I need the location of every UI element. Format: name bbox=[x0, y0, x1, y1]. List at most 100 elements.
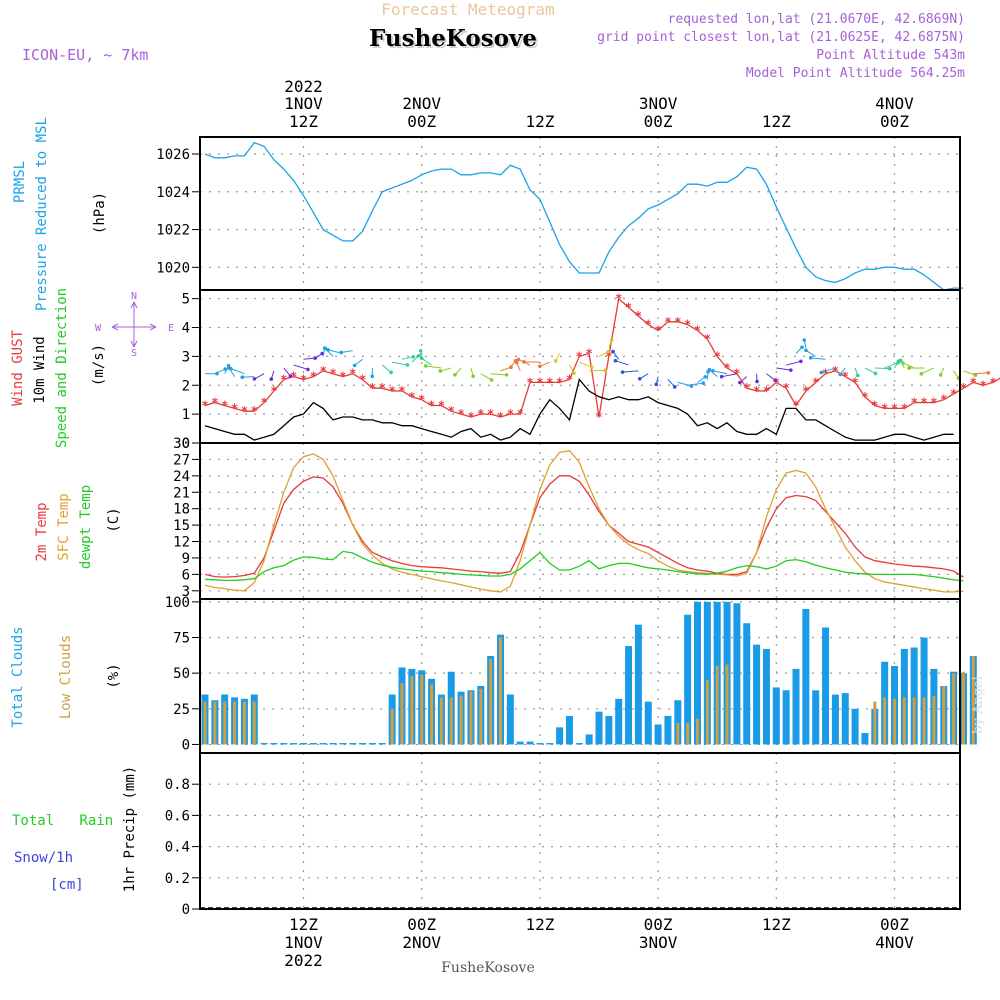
wind-arrow bbox=[719, 373, 737, 379]
top-hour-label: 12Z bbox=[289, 112, 318, 131]
y-tick-label: 5 bbox=[182, 292, 190, 308]
gust-marker: * bbox=[950, 387, 957, 401]
total-cloud-bar bbox=[280, 743, 288, 745]
gust-marker: * bbox=[615, 292, 622, 306]
wind-arrow-shaft bbox=[579, 361, 592, 368]
wind-arrow bbox=[269, 370, 275, 381]
low-cloud-bar bbox=[223, 701, 227, 745]
compass-w: W bbox=[95, 323, 102, 334]
low-cloud-bar bbox=[705, 680, 709, 745]
wind-arrow-head bbox=[269, 377, 274, 381]
wind-arrow bbox=[667, 379, 677, 389]
wind-arrow-head bbox=[973, 373, 978, 377]
wind-arrow bbox=[240, 375, 255, 380]
wind-arrow-head bbox=[411, 355, 416, 359]
low-cloud-bar bbox=[449, 697, 453, 745]
temp-panel-labels: 2m Temp SFC Temp dewpt Temp (C) bbox=[34, 485, 122, 569]
wind-arrow-head bbox=[323, 346, 328, 351]
bottom-year-label: 2022 bbox=[284, 951, 323, 970]
low-cloud-bar bbox=[242, 701, 246, 745]
wind-arrow-head bbox=[907, 366, 911, 370]
gust-marker: * bbox=[517, 407, 524, 421]
wind-arrow-head bbox=[838, 372, 842, 377]
wind-arrow-shaft bbox=[490, 373, 507, 376]
y-tick-label: 1022 bbox=[156, 223, 190, 239]
gust-marker: * bbox=[842, 370, 849, 384]
total-cloud-bar bbox=[546, 743, 554, 745]
wind-arrow-head bbox=[802, 338, 807, 342]
low-cloud-bar bbox=[942, 685, 946, 745]
gust-marker: * bbox=[625, 300, 632, 314]
wind-arrow bbox=[697, 375, 708, 383]
low-clouds-label: Low Clouds bbox=[58, 635, 74, 719]
y-tick-label: 75 bbox=[173, 631, 190, 647]
total-cloud-bar bbox=[743, 623, 751, 745]
wind-arrow-head bbox=[799, 359, 803, 364]
wind-arrow-head bbox=[701, 381, 706, 385]
y-tick-label: 6 bbox=[182, 567, 190, 583]
low-cloud-bar bbox=[725, 664, 729, 745]
gust-marker: * bbox=[310, 370, 317, 384]
gust-marker: * bbox=[339, 370, 346, 384]
wind-arrow-shaft bbox=[254, 373, 265, 380]
wind-arrow-head bbox=[804, 348, 808, 353]
wind-arrow bbox=[907, 366, 925, 370]
wind-arrow-head bbox=[654, 382, 659, 387]
wind-arrow-shaft bbox=[712, 370, 728, 375]
wind-arrow bbox=[579, 361, 594, 370]
gust-marker: * bbox=[664, 315, 671, 329]
wind-arrow-shaft bbox=[687, 382, 704, 386]
low-cloud-bar bbox=[203, 701, 207, 745]
wind-arrow-shaft bbox=[776, 367, 791, 371]
total-cloud-bar bbox=[260, 743, 268, 745]
gust-marker: * bbox=[940, 393, 947, 407]
low-cloud-bar bbox=[715, 666, 719, 745]
total-cloud-bar bbox=[368, 743, 376, 745]
wind-arrow-head bbox=[423, 364, 428, 368]
low-cloud-bar bbox=[883, 697, 887, 745]
wind-arrow-shaft bbox=[786, 360, 802, 366]
wind-arrow-head bbox=[789, 368, 793, 372]
wind-arrow-head bbox=[620, 370, 625, 374]
wind-arrow-shaft bbox=[401, 356, 414, 360]
low-cloud-bar bbox=[439, 697, 443, 745]
wind-arrow bbox=[919, 367, 935, 376]
gust-marker: * bbox=[832, 364, 839, 378]
low-cloud-bar bbox=[696, 718, 699, 745]
gust-marker: * bbox=[398, 384, 405, 398]
total-cloud-bar bbox=[792, 668, 800, 745]
compass-arrowheads bbox=[111, 301, 157, 348]
wind-arrow bbox=[480, 373, 494, 382]
wind-arrow bbox=[973, 370, 991, 375]
wind-arrow-head bbox=[819, 370, 824, 375]
low-cloud-bar bbox=[410, 676, 414, 745]
wind-arrow-shaft bbox=[821, 367, 836, 373]
total-cloud-bar bbox=[694, 601, 701, 745]
total-cloud-bar bbox=[506, 694, 514, 745]
point-altitude: Point Altitude 543m bbox=[816, 48, 965, 63]
wind-arrow-head bbox=[637, 377, 642, 381]
wind-arrow-head bbox=[417, 353, 421, 358]
wind-arrow bbox=[538, 361, 550, 369]
wind-arrow bbox=[490, 373, 509, 377]
low-cloud-bar bbox=[479, 688, 483, 745]
wind-arrow bbox=[411, 353, 421, 363]
gust-marker: * bbox=[329, 367, 336, 381]
gust-marker: * bbox=[536, 375, 543, 389]
wind-arrow-head bbox=[471, 374, 475, 379]
gust-marker: * bbox=[270, 384, 277, 398]
series-line-10m-wind bbox=[204, 378, 954, 441]
low-cloud-bar bbox=[932, 695, 936, 745]
gust-marker: * bbox=[389, 384, 396, 398]
wind-arrow-head bbox=[339, 350, 343, 355]
gust-marker: * bbox=[507, 407, 514, 421]
wind-arrow-head bbox=[611, 349, 615, 354]
gust-marker: * bbox=[280, 372, 287, 386]
wind-arrow-head bbox=[919, 372, 924, 376]
total-cloud-bar bbox=[900, 648, 908, 745]
wind-arrow bbox=[738, 376, 748, 385]
wind-arrow-head bbox=[326, 348, 330, 352]
sfc-temp-label: SFC Temp bbox=[56, 493, 72, 560]
wind-arrow bbox=[381, 364, 393, 375]
total-cloud-bar bbox=[654, 724, 662, 745]
